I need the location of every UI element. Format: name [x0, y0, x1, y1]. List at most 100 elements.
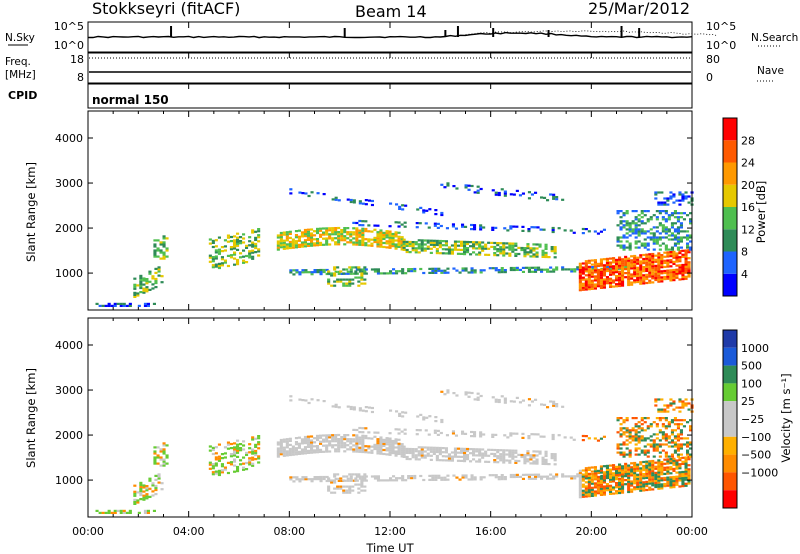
velocity-cell	[578, 492, 582, 495]
velocity-cell	[673, 441, 677, 444]
power-cell	[539, 228, 543, 231]
velocity-cell	[343, 434, 347, 437]
velocity-cell	[664, 433, 668, 436]
power-cell	[672, 277, 676, 280]
velocity-cell	[578, 488, 582, 491]
power-cell	[593, 283, 597, 286]
velocity-cell	[151, 494, 155, 497]
velocity-cell	[676, 455, 680, 458]
power-cell	[624, 255, 628, 258]
power-cell	[476, 191, 480, 194]
noise-right-label: N.Search	[751, 32, 798, 44]
power-cell	[584, 270, 588, 273]
velocity-cell	[447, 457, 451, 460]
power-cell	[672, 254, 676, 257]
power-cell	[439, 224, 443, 228]
velocity-cell	[642, 481, 646, 484]
power-cell	[461, 269, 465, 272]
velocity-cell	[491, 474, 495, 477]
power-cell	[578, 274, 582, 278]
power-cell	[342, 284, 346, 287]
power-cell	[223, 259, 227, 262]
power-cell	[248, 254, 252, 257]
velocity-cell	[360, 481, 364, 484]
velocity-colorbar-segment	[723, 347, 737, 366]
power-cell	[282, 239, 286, 242]
power-cell	[631, 220, 635, 223]
power-cell	[652, 214, 656, 217]
velocity-cell	[621, 477, 625, 480]
velocity-cell	[405, 457, 409, 461]
velocity-cell	[382, 438, 386, 441]
velocity-cell	[524, 473, 528, 476]
power-cell	[276, 240, 280, 243]
velocity-cell	[660, 487, 664, 490]
power-cell	[473, 224, 477, 227]
velocity-cell	[605, 466, 609, 469]
velocity-cell	[397, 448, 401, 451]
power-cell	[651, 267, 655, 270]
velocity-cell	[648, 460, 652, 463]
power-cell	[658, 224, 662, 227]
power-cell	[450, 244, 454, 247]
velocity-cell	[679, 447, 683, 450]
velocity-cell	[640, 439, 644, 442]
velocity-cell	[572, 438, 576, 441]
velocity-cell	[488, 474, 492, 477]
power-cell	[590, 269, 594, 272]
power-cell	[469, 241, 473, 244]
velocity-cell	[676, 447, 680, 450]
velocity-colorbar-tick: 25	[741, 395, 755, 408]
velocity-cell	[502, 455, 506, 458]
velocity-cell	[502, 451, 506, 454]
power-cell	[288, 232, 292, 235]
power-cell	[666, 261, 670, 264]
velocity-cell	[678, 465, 682, 468]
velocity-cell	[654, 481, 658, 485]
velocity-cell	[328, 444, 332, 447]
power-cell	[405, 250, 409, 254]
velocity-cell	[618, 467, 622, 470]
power-cell	[310, 273, 314, 276]
power-cell	[370, 230, 374, 233]
power-cell	[673, 212, 677, 215]
power-cell	[294, 230, 298, 233]
velocity-cell	[157, 481, 161, 484]
velocity-cell	[529, 454, 533, 457]
power-cell	[414, 247, 418, 250]
velocity-cell	[142, 484, 146, 487]
velocity-cell	[357, 483, 361, 486]
power-cell	[630, 261, 634, 264]
velocity-cell	[689, 453, 693, 456]
velocity-cell	[615, 490, 619, 493]
power-cell	[593, 287, 597, 290]
velocity-cell	[684, 476, 688, 479]
velocity-cell	[561, 473, 565, 476]
power-cell	[643, 230, 647, 233]
velocity-cell	[481, 448, 485, 451]
power-cell	[596, 275, 600, 278]
velocity-cell	[289, 395, 293, 398]
velocity-cell	[239, 463, 243, 466]
power-cell	[242, 237, 246, 240]
velocity-cell	[553, 457, 557, 460]
power-cell	[523, 249, 527, 252]
velocity-cell	[496, 457, 500, 460]
velocity-cell	[345, 475, 349, 478]
velocity-cell	[605, 483, 609, 486]
power-cell	[652, 248, 656, 251]
velocity-cell	[686, 451, 690, 454]
velocity-cell	[370, 449, 374, 452]
power-cell	[354, 276, 358, 279]
velocity-cell	[679, 431, 683, 434]
power-cell	[630, 277, 634, 280]
velocity-cell	[476, 392, 480, 395]
time-axis-label: Time UT	[365, 541, 414, 554]
power-cell	[294, 242, 298, 245]
velocity-cell	[615, 467, 619, 471]
velocity-cell	[499, 453, 503, 456]
velocity-cell	[334, 403, 338, 406]
velocity-cell	[490, 448, 494, 451]
power-cell	[397, 239, 401, 242]
power-cell	[440, 183, 444, 186]
